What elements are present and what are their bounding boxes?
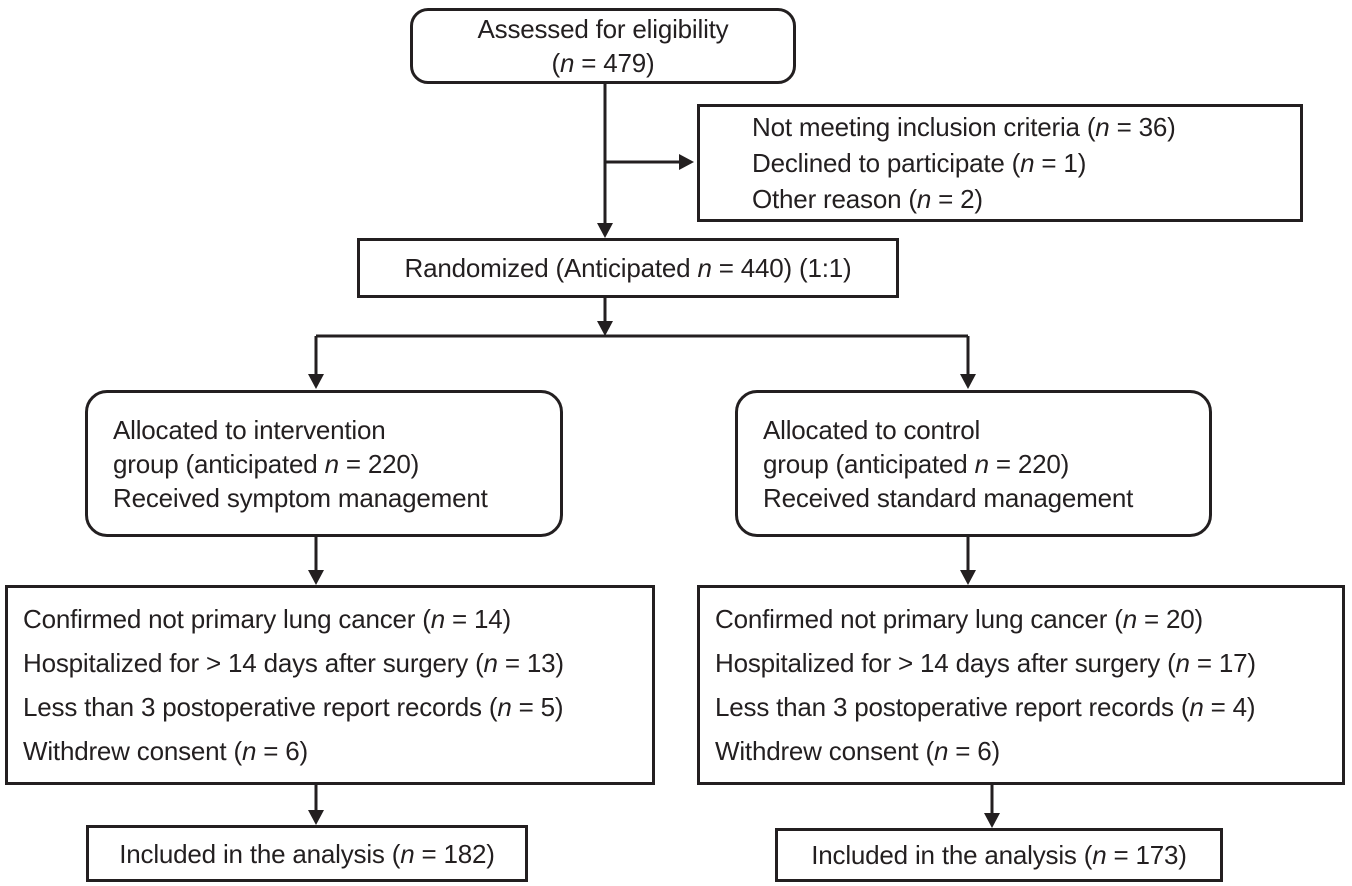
- allocated-intervention-box: Allocated to intervention group (anticipa…: [85, 390, 563, 537]
- analyzed-intervention-box: Included in the analysis (n = 182): [86, 825, 528, 882]
- box-line: Confirmed not primary lung cancer (n = 2…: [715, 604, 1203, 634]
- box-line: Less than 3 postoperative report records…: [23, 692, 564, 722]
- box-line: Less than 3 postoperative report records…: [715, 692, 1256, 722]
- box-line: Included in the analysis (n = 182): [119, 838, 495, 869]
- arrow-excluded-to-analyzed-control: [984, 785, 1000, 828]
- box-line: Other reason (n = 2): [752, 184, 983, 214]
- box-line: Hospitalized for > 14 days after surgery…: [23, 648, 564, 678]
- arrow-assessed-to-randomized: [597, 84, 613, 238]
- excluded-control-box: Confirmed not primary lung cancer (n = 2…: [697, 585, 1345, 785]
- box-line: group (anticipated n = 220): [763, 448, 1070, 479]
- arrow-branch-to-intervention: [308, 336, 324, 389]
- excluded-intervention-box: Confirmed not primary lung cancer (n = 1…: [5, 585, 655, 785]
- arrow-control-to-excluded: [960, 537, 976, 585]
- assessed-for-eligibility-box: Assessed for eligibility (n = 479): [410, 8, 796, 84]
- box-line: Allocated to control: [763, 414, 981, 445]
- box-line: Received standard management: [763, 482, 1134, 513]
- arrow-branch-to-control: [960, 336, 976, 389]
- box-line: Declined to participate (n = 1): [752, 148, 1087, 178]
- box-line: (n = 479): [551, 48, 655, 78]
- arrow-assessed-to-excluded: [605, 154, 694, 170]
- box-line: Allocated to intervention: [113, 414, 386, 445]
- box-line: Included in the analysis (n = 173): [811, 840, 1187, 870]
- box-line: Hospitalized for > 14 days after surgery…: [715, 648, 1256, 678]
- arrow-excluded-to-analyzed-intervention: [308, 785, 324, 825]
- box-line: Randomized (Anticipated n = 440) (1:1): [404, 253, 852, 283]
- box-line: Assessed for eligibility: [477, 14, 729, 44]
- box-line: Withdrew consent (n = 6): [715, 736, 1000, 766]
- arrow-randomized-to-branch: [597, 298, 613, 336]
- box-line: Received symptom management: [113, 482, 488, 513]
- box-line: group (anticipated n = 220): [113, 448, 420, 479]
- box-line: Withdrew consent (n = 6): [23, 736, 308, 766]
- excluded-after-assessment-box: Not meeting inclusion criteria (n = 36) D…: [697, 104, 1303, 222]
- analyzed-control-box: Included in the analysis (n = 173): [775, 828, 1223, 882]
- arrow-intervention-to-excluded: [308, 537, 324, 585]
- allocated-control-box: Allocated to control group (anticipated n…: [735, 390, 1212, 537]
- box-line: Not meeting inclusion criteria (n = 36): [752, 112, 1176, 142]
- randomized-box: Randomized (Anticipated n = 440) (1:1): [357, 238, 899, 298]
- box-line: Confirmed not primary lung cancer (n = 1…: [23, 604, 511, 634]
